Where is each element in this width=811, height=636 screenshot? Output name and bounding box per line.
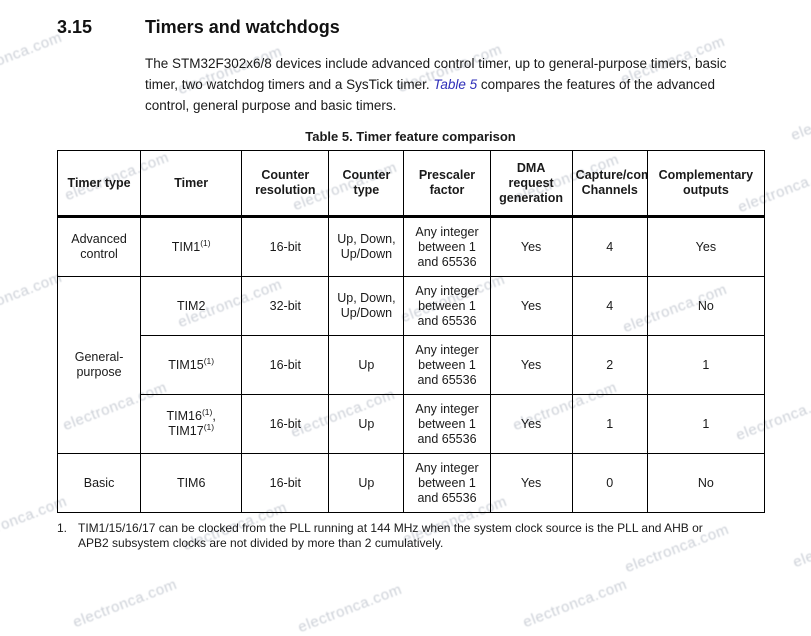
cell-timer-type: General-purpose bbox=[56, 276, 142, 454]
cell-capture-compare: 0 bbox=[571, 453, 648, 513]
intro-text-before: The STM32F302x6/8 devices include advanc… bbox=[145, 56, 727, 92]
column-header-capture-compare: Capture/compare Channels bbox=[571, 150, 648, 218]
cell-capture-compare: 4 bbox=[571, 276, 648, 336]
cell-counter-resolution: 32-bit bbox=[241, 276, 330, 336]
cell-capture-compare: 2 bbox=[571, 335, 648, 395]
cell-timer-type: Basic bbox=[56, 453, 142, 513]
cell-counter-resolution: 16-bit bbox=[241, 453, 330, 513]
cell-counter-type: Up bbox=[328, 453, 405, 513]
table-caption: Table 5. Timer feature comparison bbox=[305, 129, 516, 144]
footnote-ref: (1) bbox=[200, 237, 211, 248]
timer-name-line: TIM16(1), bbox=[144, 406, 238, 424]
cell-dma-request: Yes bbox=[489, 335, 573, 395]
section-heading: 3.15 Timers and watchdogs bbox=[0, 0, 811, 38]
cell-prescaler-factor: Any integer between 1 and 65536 bbox=[403, 216, 491, 277]
cell-dma-request: Yes bbox=[489, 276, 573, 336]
cell-counter-type: Up, Down, Up/Down bbox=[328, 276, 405, 336]
timer-name-separator: , bbox=[212, 409, 216, 423]
cell-counter-type: Up, Down, Up/Down bbox=[328, 216, 405, 277]
cell-dma-request: Yes bbox=[489, 216, 573, 277]
footnote: 1. TIM1/15/16/17 can be clocked from the… bbox=[57, 521, 747, 551]
cell-complementary-outputs: Yes bbox=[646, 216, 766, 277]
cell-counter-type: Up bbox=[328, 335, 405, 395]
timer-name: TIM6 bbox=[176, 475, 206, 490]
cell-counter-resolution: 16-bit bbox=[241, 394, 330, 454]
timer-name: TIM1 bbox=[171, 239, 201, 254]
table-5-link[interactable]: Table 5 bbox=[433, 77, 478, 92]
intro-paragraph: The STM32F302x6/8 devices include advanc… bbox=[145, 53, 759, 116]
column-header-counter-type: Counter type bbox=[328, 150, 405, 218]
timer-name: TIM16 bbox=[166, 409, 202, 423]
cell-timer: TIM1(1) bbox=[140, 216, 243, 277]
table-row: General-purpose TIM2 32-bit Up, Down, Up… bbox=[56, 276, 766, 454]
cell-dma-request: Yes bbox=[489, 394, 573, 454]
column-header-counter-resolution: Counter resolution bbox=[241, 150, 330, 218]
cell-capture-compare: 4 bbox=[571, 216, 648, 277]
footnote-ref: (1) bbox=[201, 406, 213, 417]
cell-counter-type: Up bbox=[328, 394, 405, 454]
cell-prescaler-factor: Any integer between 1 and 65536 bbox=[403, 335, 491, 395]
table-row: Advanced control TIM1(1) 16-bit Up, Down… bbox=[56, 216, 766, 277]
section-title: Timers and watchdogs bbox=[145, 17, 340, 37]
cell-complementary-outputs: 1 bbox=[646, 335, 766, 395]
table-row: Basic TIM6 16-bit Up Any integer between… bbox=[56, 453, 766, 513]
cell-timer: TIM2 bbox=[140, 276, 243, 336]
cell-prescaler-factor: Any integer between 1 and 65536 bbox=[403, 394, 491, 454]
cell-counter-resolution: 16-bit bbox=[241, 335, 330, 395]
timer-name: TIM15 bbox=[168, 357, 204, 372]
cell-dma-request: Yes bbox=[489, 453, 573, 513]
cell-timer: TIM16(1), TIM17(1) bbox=[140, 394, 243, 454]
watermark-text: electronca.com bbox=[520, 575, 630, 632]
section-number: 3.15 bbox=[57, 17, 93, 37]
cell-capture-compare: 1 bbox=[571, 394, 648, 454]
cell-timer: TIM6 bbox=[140, 453, 243, 513]
document-page: 3.15 Timers and watchdogs The STM32F302x… bbox=[0, 0, 811, 551]
cell-complementary-outputs: No bbox=[646, 276, 766, 336]
footnote-ref: (1) bbox=[203, 355, 215, 366]
column-header-timer-type: Timer type bbox=[56, 150, 142, 218]
column-header-complementary-outputs: Complementary outputs bbox=[646, 150, 766, 218]
cell-timer-type: Advanced control bbox=[56, 216, 142, 277]
footnote-text: TIM1/15/16/17 can be clocked from the PL… bbox=[78, 521, 703, 550]
timer-name: TIM17 bbox=[168, 424, 204, 438]
footnote-number: 1. bbox=[57, 521, 68, 535]
timer-name: TIM2 bbox=[176, 298, 206, 313]
intro-text-after: compares the features of the advanced co… bbox=[145, 77, 716, 113]
column-header-timer: Timer bbox=[140, 150, 243, 218]
footnote-ref: (1) bbox=[203, 421, 215, 432]
watermark-text: electronca.com bbox=[70, 575, 180, 632]
cell-counter-resolution: 16-bit bbox=[241, 216, 330, 277]
cell-prescaler-factor: Any integer between 1 and 65536 bbox=[403, 276, 491, 336]
timer-name-line: TIM17(1) bbox=[144, 421, 238, 439]
cell-prescaler-factor: Any integer between 1 and 65536 bbox=[403, 453, 491, 513]
cell-timer: TIM15(1) bbox=[140, 335, 243, 395]
column-header-prescaler-factor: Prescaler factor bbox=[403, 150, 491, 218]
table-row: TIM15(1) 16-bit Up Any integer between 1… bbox=[58, 335, 766, 395]
cell-complementary-outputs: 1 bbox=[646, 394, 766, 454]
table-header-row: Timer type Timer Counter resolution Coun… bbox=[56, 150, 766, 218]
timer-feature-table: Timer type Timer Counter resolution Coun… bbox=[56, 150, 766, 513]
watermark-text: electronca.com bbox=[295, 580, 405, 636]
table-row: TIM16(1), TIM17(1) 16-bit Up Any integer… bbox=[58, 394, 766, 454]
cell-complementary-outputs: No bbox=[646, 453, 766, 513]
column-header-dma-request: DMA request generation bbox=[489, 150, 573, 218]
